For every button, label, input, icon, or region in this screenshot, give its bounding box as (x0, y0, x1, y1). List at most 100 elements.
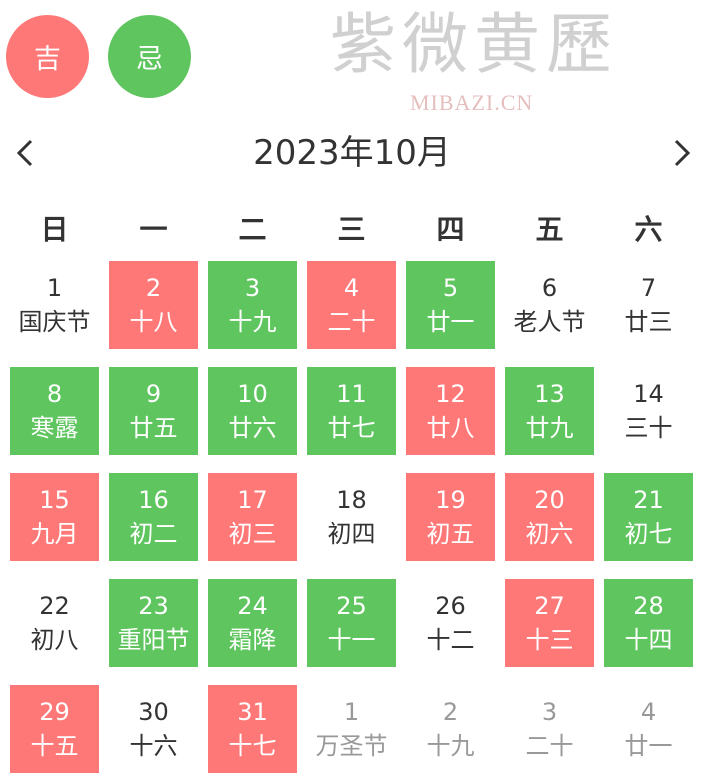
lunar-date: 廿三 (624, 308, 673, 336)
day-cell[interactable]: 19 初五 (406, 473, 495, 561)
lunar-date: 廿九 (525, 414, 574, 442)
day-cell[interactable]: 13 廿九 (505, 367, 594, 455)
day-cell[interactable]: 1 国庆节 (10, 261, 99, 349)
lunar-date: 初二 (129, 520, 178, 548)
day-number: 31 (237, 698, 268, 726)
day-number: 21 (633, 486, 664, 514)
day-cell[interactable]: 26 十二 (406, 579, 495, 667)
day-cell[interactable]: 25 十一 (307, 579, 396, 667)
day-cell[interactable]: 30 十六 (109, 685, 198, 773)
day-number: 14 (633, 380, 664, 408)
day-cell[interactable]: 7 廿三 (604, 261, 693, 349)
lunar-date: 初六 (525, 520, 574, 548)
lunar-date: 廿一 (426, 308, 475, 336)
lunar-date: 霜降 (228, 626, 277, 654)
day-number: 23 (138, 592, 169, 620)
day-cell[interactable]: 24 霜降 (208, 579, 297, 667)
lunar-date: 廿五 (129, 414, 178, 442)
day-cell[interactable]: 3 十九 (208, 261, 297, 349)
day-number: 18 (336, 486, 367, 514)
day-cell[interactable]: 18 初四 (307, 473, 396, 561)
day-cell[interactable]: 17 初三 (208, 473, 297, 561)
lunar-date: 三十 (624, 414, 673, 442)
day-cell[interactable]: 22 初八 (10, 579, 99, 667)
day-cell[interactable]: 1 万圣节 (307, 685, 396, 773)
day-cell[interactable]: 15 九月 (10, 473, 99, 561)
lunar-date: 国庆节 (18, 308, 91, 336)
day-number: 4 (343, 274, 360, 302)
day-number: 10 (237, 380, 268, 408)
day-number: 26 (435, 592, 466, 620)
lunar-date: 初五 (426, 520, 475, 548)
lunar-date: 初三 (228, 520, 277, 548)
day-cell[interactable]: 2 十九 (406, 685, 495, 773)
lunar-date: 初八 (30, 626, 79, 654)
day-number: 30 (138, 698, 169, 726)
lunar-date: 万圣节 (315, 732, 388, 760)
month-title: 2023年10月 (253, 133, 451, 173)
weekday-header: 日 一 二 三 四 五 六 (10, 208, 693, 252)
day-number: 17 (237, 486, 268, 514)
day-cell[interactable]: 6 老人节 (505, 261, 594, 349)
day-cell[interactable]: 2 十八 (109, 261, 198, 349)
day-number: 4 (640, 698, 657, 726)
day-number: 27 (534, 592, 565, 620)
lunar-date: 廿八 (426, 414, 475, 442)
legend-bad-badge: 忌 (108, 15, 191, 98)
day-number: 3 (244, 274, 261, 302)
lunar-date: 初四 (327, 520, 376, 548)
watermark-logo: 紫微黄歷 MIBAZI.CN (330, 6, 670, 122)
day-number: 22 (39, 592, 70, 620)
day-cell[interactable]: 4 廿一 (604, 685, 693, 773)
day-cell[interactable]: 12 廿八 (406, 367, 495, 455)
calendar-grid: 1 国庆节 2 十八 3 十九 4 二十 5 廿一 6 老人节 7 廿三 8 寒露 9 廿五 10 廿六 11 廿七 12 廿… (10, 261, 693, 773)
lunar-date: 十一 (327, 626, 376, 654)
day-number: 24 (237, 592, 268, 620)
lunar-date: 老人节 (513, 308, 586, 336)
day-cell[interactable]: 4 二十 (307, 261, 396, 349)
day-cell[interactable]: 11 廿七 (307, 367, 396, 455)
day-number: 6 (541, 274, 558, 302)
lunar-date: 廿一 (624, 732, 673, 760)
weekday-wed: 三 (337, 213, 366, 246)
day-number: 1 (343, 698, 360, 726)
day-number: 16 (138, 486, 169, 514)
watermark-en: MIBAZI.CN (410, 90, 534, 115)
day-cell[interactable]: 10 廿六 (208, 367, 297, 455)
lunar-date: 十六 (129, 732, 178, 760)
day-cell[interactable]: 5 廿一 (406, 261, 495, 349)
day-number: 19 (435, 486, 466, 514)
day-number: 25 (336, 592, 367, 620)
lunar-date: 廿六 (228, 414, 277, 442)
chevron-left-icon (16, 139, 33, 167)
day-cell[interactable]: 16 初二 (109, 473, 198, 561)
lunar-date: 初七 (624, 520, 673, 548)
day-number: 29 (39, 698, 70, 726)
day-cell[interactable]: 20 初六 (505, 473, 594, 561)
day-cell[interactable]: 28 十四 (604, 579, 693, 667)
day-number: 3 (541, 698, 558, 726)
day-cell[interactable]: 23 重阳节 (109, 579, 198, 667)
lunar-date: 寒露 (30, 414, 79, 442)
next-month-button[interactable] (662, 130, 702, 176)
day-cell[interactable]: 29 十五 (10, 685, 99, 773)
prev-month-button[interactable] (5, 130, 45, 176)
lunar-date: 二十 (525, 732, 574, 760)
day-cell[interactable]: 21 初七 (604, 473, 693, 561)
lunar-date: 十七 (228, 732, 277, 760)
day-cell[interactable]: 14 三十 (604, 367, 693, 455)
lunar-date: 十二 (426, 626, 475, 654)
day-cell[interactable]: 8 寒露 (10, 367, 99, 455)
weekday-sat: 六 (634, 213, 663, 246)
day-number: 7 (640, 274, 657, 302)
day-cell[interactable]: 27 十三 (505, 579, 594, 667)
day-cell[interactable]: 31 十七 (208, 685, 297, 773)
day-number: 28 (633, 592, 664, 620)
weekday-tue: 二 (238, 213, 267, 246)
day-number: 2 (442, 698, 459, 726)
day-number: 1 (46, 274, 63, 302)
lunar-date: 九月 (30, 520, 79, 548)
day-cell[interactable]: 9 廿五 (109, 367, 198, 455)
day-number: 2 (145, 274, 162, 302)
day-cell[interactable]: 3 二十 (505, 685, 594, 773)
